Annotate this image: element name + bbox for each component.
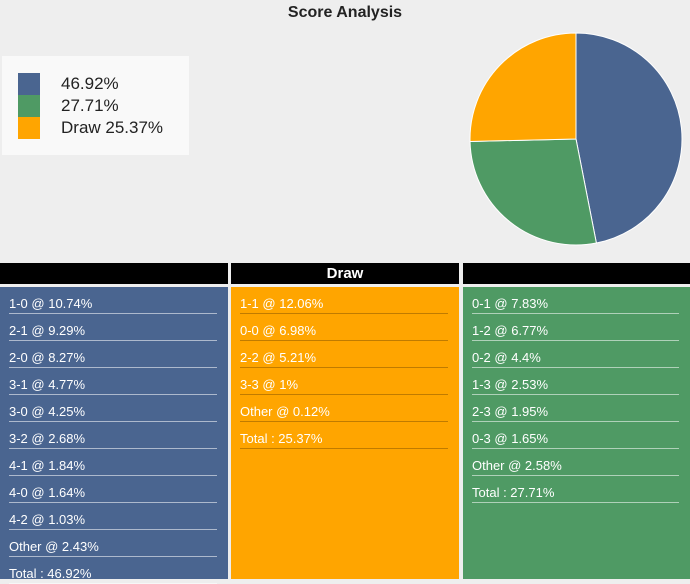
legend-swatch-away: [18, 95, 40, 117]
home-score-row: Total : 46.92%: [9, 557, 217, 584]
away-score-row: 0-2 @ 4.4%: [472, 341, 679, 368]
pie-slice-draw: [469, 32, 577, 142]
legend-swatch-home: [18, 73, 40, 95]
pie-chart: [469, 32, 683, 246]
away-score-row: 0-1 @ 7.83%: [472, 287, 679, 314]
away-score-row: 0-3 @ 1.65%: [472, 422, 679, 449]
home-score-row: 2-1 @ 9.29%: [9, 314, 217, 341]
away-score-row: Total : 27.71%: [472, 476, 679, 503]
home-score-row: 1-0 @ 10.74%: [9, 287, 217, 314]
legend: 46.92% 27.71% Draw 25.37%: [2, 56, 189, 155]
home-scores-column: 1-0 @ 10.74% 2-1 @ 9.29% 2-0 @ 8.27% 3-1 @ …: [0, 287, 228, 584]
home-score-row: 4-1 @ 1.84%: [9, 449, 217, 476]
home-score-row: 3-2 @ 2.68%: [9, 422, 217, 449]
draw-score-row: 0-0 @ 6.98%: [240, 314, 448, 341]
draw-score-row: 1-1 @ 12.06%: [240, 287, 448, 314]
away-score-row: 2-3 @ 1.95%: [472, 395, 679, 422]
pie-slice-home: [575, 32, 683, 244]
pie-slice-away: [469, 138, 597, 246]
draw-scores-column: 1-1 @ 12.06% 0-0 @ 6.98% 2-2 @ 5.21% 3-3 @ …: [231, 287, 459, 579]
draw-score-row: 3-3 @ 1%: [240, 368, 448, 395]
legend-label-home: 46.92%: [61, 74, 119, 93]
home-column-header: [0, 263, 228, 284]
legend-label-away: 27.71%: [61, 96, 119, 115]
draw-score-row: Other @ 0.12%: [240, 395, 448, 422]
away-column-header: [463, 263, 690, 284]
away-score-row: 1-3 @ 2.53%: [472, 368, 679, 395]
legend-swatch-draw: [18, 117, 40, 139]
draw-score-row: 2-2 @ 5.21%: [240, 341, 448, 368]
home-score-row: 4-2 @ 1.03%: [9, 503, 217, 530]
chart-title: Score Analysis: [287, 4, 403, 21]
legend-label-draw: Draw 25.37%: [61, 118, 164, 137]
home-score-row: Other @ 2.43%: [9, 530, 217, 557]
away-scores-column: 0-1 @ 7.83% 1-2 @ 6.77% 0-2 @ 4.4% 1-3 @ 2.…: [463, 287, 690, 579]
home-score-row: 3-0 @ 4.25%: [9, 395, 217, 422]
draw-score-row: Total : 25.37%: [240, 422, 448, 449]
home-score-row: 4-0 @ 1.64%: [9, 476, 217, 503]
away-score-row: Other @ 2.58%: [472, 449, 679, 476]
home-score-row: 3-1 @ 4.77%: [9, 368, 217, 395]
draw-column-header: Draw: [231, 263, 459, 284]
home-score-row: 2-0 @ 8.27%: [9, 341, 217, 368]
away-score-row: 1-2 @ 6.77%: [472, 314, 679, 341]
